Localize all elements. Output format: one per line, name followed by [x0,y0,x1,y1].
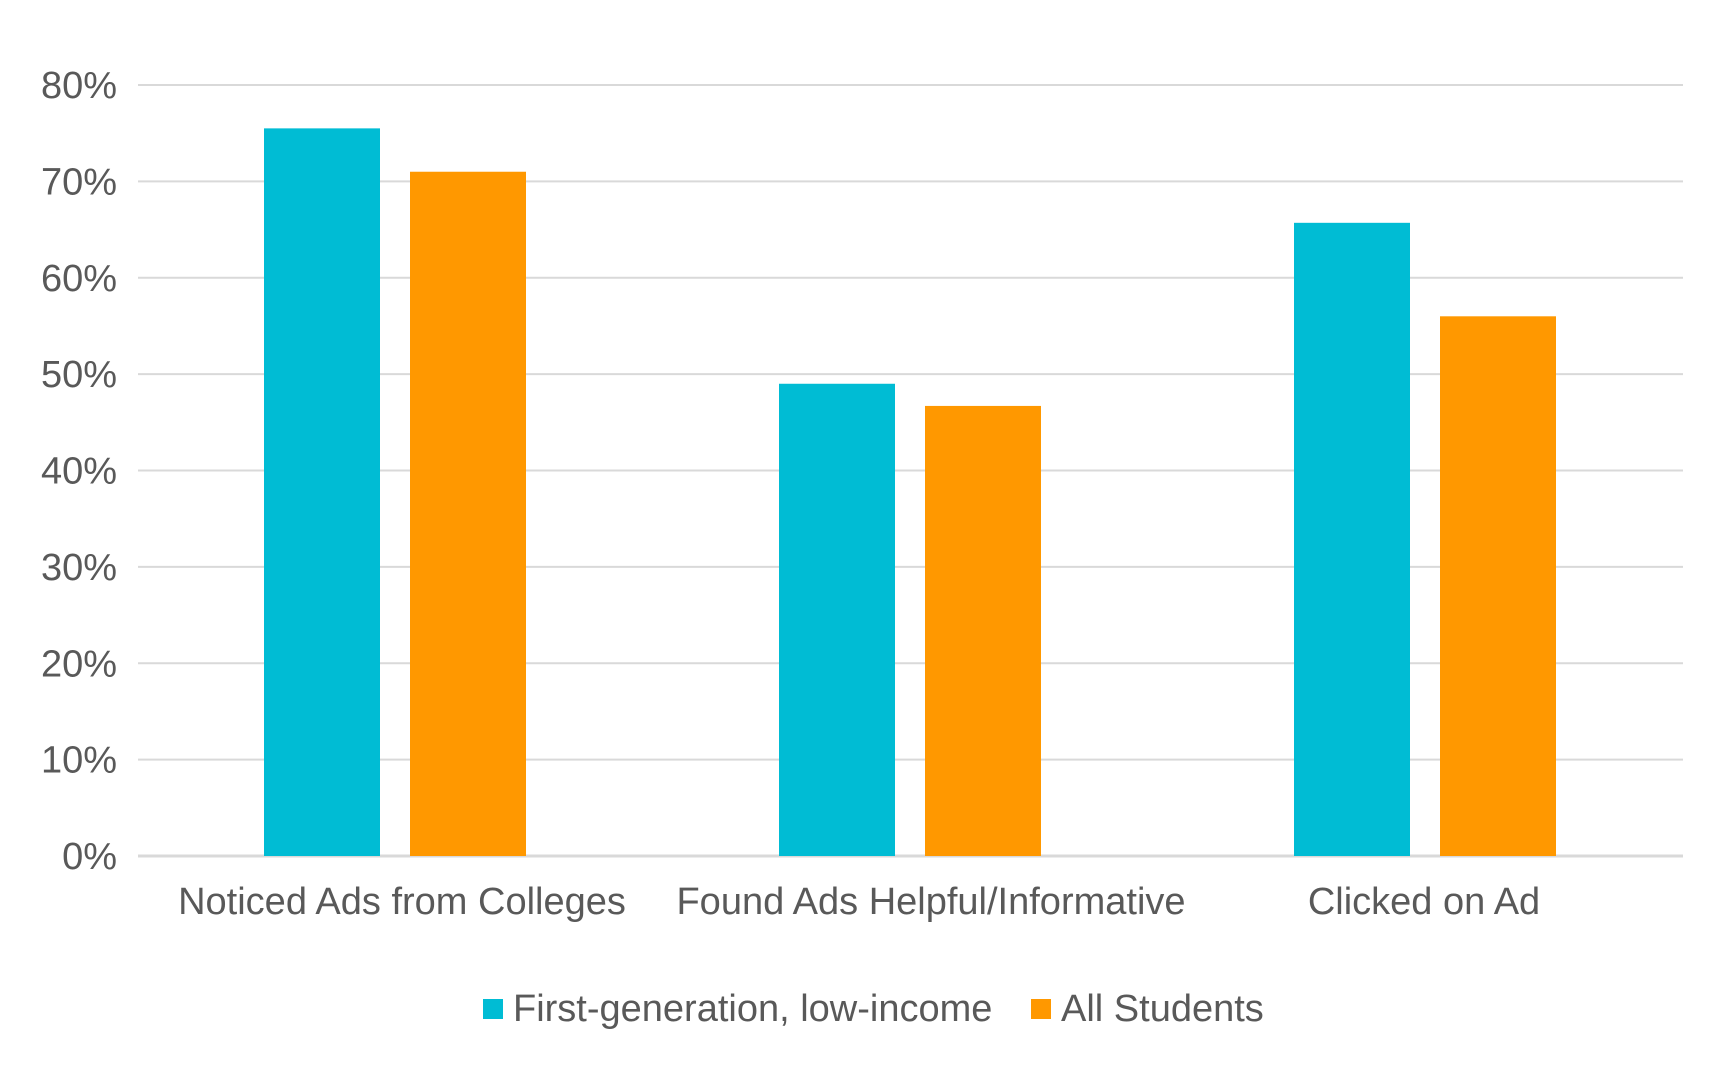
y-tick-label: 30% [41,547,117,589]
y-tick-label: 40% [41,451,117,493]
y-tick-label: 70% [41,161,117,203]
legend-label: First-generation, low-income [513,988,992,1030]
bar-first-gen [264,128,380,856]
gridlines [138,84,1683,858]
y-tick-label: 10% [41,740,117,782]
bar-first-gen [1294,222,1410,856]
legend-swatch [483,999,503,1019]
bars [264,128,1556,857]
y-axis-tick-labels: 0% 10% 20% 30% 40% 50% 60% 70% 80% [41,65,117,878]
legend: First-generation, low-income All Students [483,988,1264,1030]
y-tick-label: 0% [62,836,117,878]
x-category-label: Clicked on Ad [1308,881,1540,923]
y-tick-label: 80% [41,65,117,107]
legend-label: All Students [1061,988,1264,1030]
y-tick-label: 60% [41,258,117,300]
bar-all-students [1440,316,1556,856]
x-category-label: Noticed Ads from Colleges [178,881,626,923]
y-tick-label: 50% [41,354,117,396]
legend-swatch [1031,999,1051,1019]
x-axis-category-labels: Noticed Ads from Colleges Found Ads Helpf… [178,881,1540,923]
bar-first-gen [779,383,895,856]
bar-all-students [925,405,1041,856]
bar-all-students [410,171,526,857]
x-category-label: Found Ads Helpful/Informative [676,881,1185,923]
y-tick-label: 20% [41,643,117,685]
